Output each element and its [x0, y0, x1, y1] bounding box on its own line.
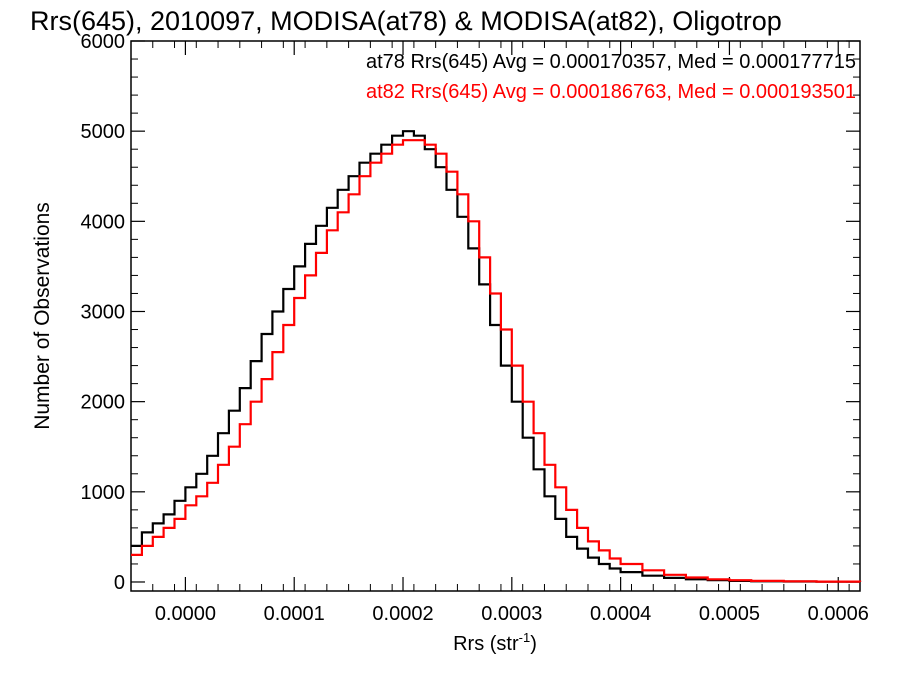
x-axis-label-exponent: -1 [519, 630, 531, 645]
x-tick-label: 0.0000 [155, 603, 216, 625]
x-tick-label: 0.0002 [372, 603, 433, 625]
x-tick-label: 0.0003 [481, 603, 542, 625]
legend-entry-at82: at82 Rrs(645) Avg = 0.000186763, Med = 0… [366, 81, 856, 103]
y-tick-label: 1000 [81, 482, 126, 504]
series-lines [131, 130, 862, 583]
y-axis-label: Number of Observations [31, 202, 54, 430]
y-tick-label: 2000 [81, 392, 126, 414]
x-tick-label: 0.0001 [264, 603, 325, 625]
y-axis-ticks: 0 1000 2000 3000 4000 5000 6000 [81, 31, 860, 594]
x-axis-label: Rrs (str-1) [453, 630, 537, 655]
x-axis-label-text: Rrs (str [453, 633, 519, 655]
plot-frame [130, 40, 861, 592]
x-tick-label: 0.0006 [808, 603, 869, 625]
legend-entry-at78: at78 Rrs(645) Avg = 0.000170357, Med = 0… [366, 51, 856, 73]
series-line-at82 [131, 139, 862, 583]
x-axis-label-close: ) [530, 633, 537, 655]
chart-title: Rrs(645), 2010097, MODISA(at78) & MODISA… [30, 6, 782, 36]
y-tick-label: 4000 [81, 211, 126, 233]
series-line-at78 [131, 130, 862, 583]
y-tick-label: 6000 [81, 31, 126, 53]
y-tick-label: 0 [114, 572, 125, 594]
x-tick-label: 0.0005 [699, 603, 760, 625]
y-tick-label: 3000 [81, 301, 126, 323]
legend: at78 Rrs(645) Avg = 0.000170357, Med = 0… [366, 51, 856, 103]
x-axis-ticks: 0.0000 0.0001 0.0002 0.0003 0.0004 0.0005 0.00… [130, 41, 869, 625]
x-tick-label: 0.0004 [590, 603, 651, 625]
y-tick-label: 5000 [81, 121, 126, 143]
